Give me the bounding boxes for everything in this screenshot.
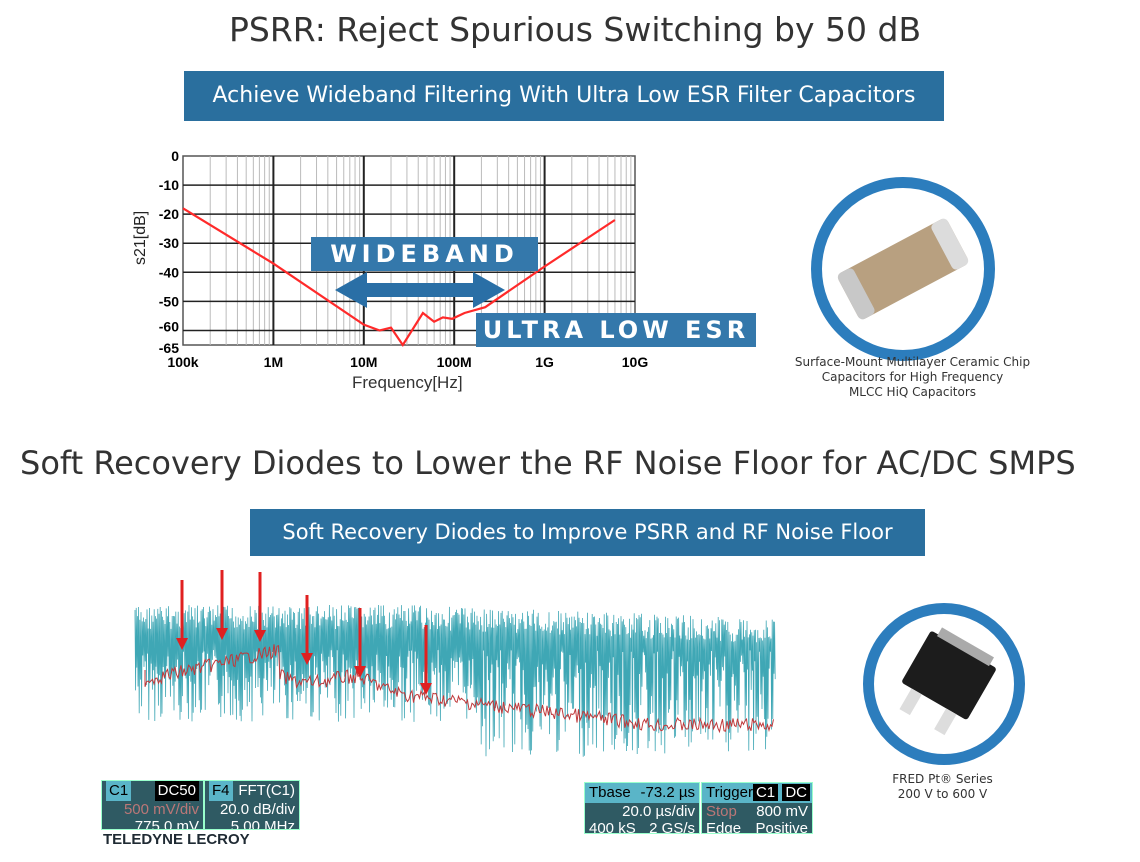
time-per-div: 20.0 µs/div <box>622 803 695 820</box>
red-arrow-head <box>420 683 432 695</box>
ultra-low-esr-label: ULTRA LOW ESR <box>476 313 756 347</box>
diode-image <box>863 603 1025 765</box>
x-axis-label: Frequency[Hz] <box>352 373 463 392</box>
red-arrow-head <box>176 638 188 650</box>
f4-function-box[interactable]: F4 FFT(C1) 20.0 dB/div 5.00 MHz <box>204 780 300 830</box>
capacitor-caption: Surface-Mount Multilayer Ceramic Chip Ca… <box>780 355 1045 400</box>
x-tick-label: 10M <box>350 354 377 370</box>
mlcc-capacitor-icon <box>837 218 969 320</box>
oscilloscope-trace <box>134 570 776 775</box>
f4-label: F4 <box>209 781 233 801</box>
caption-line: MLCC HiQ Capacitors <box>848 385 977 399</box>
y-tick-label: -10 <box>159 177 179 193</box>
trigger-level: 800 mV <box>756 803 808 820</box>
fft-waveform <box>144 644 774 734</box>
y-tick-label: -40 <box>159 264 179 280</box>
double-arrow-icon <box>335 272 505 308</box>
bottom-title: Soft Recovery Diodes to Lower the RF Noi… <box>20 444 1076 482</box>
caption-line: FRED Pt® Series <box>892 772 993 786</box>
trigger-box[interactable]: Trigger C1 DC Stop 800 mV Edge Positive <box>701 782 813 834</box>
timebase-box[interactable]: Tbase -73.2 µs 20.0 µs/div 400 kS 2 GS/s <box>584 782 700 834</box>
c1-label: C1 <box>106 781 132 801</box>
diode-caption: FRED Pt® Series 200 V to 600 V <box>860 772 1025 802</box>
trigger-coupling: DC <box>782 784 810 801</box>
trigger-slope: Positive <box>755 820 808 834</box>
red-arrow-head <box>301 653 313 665</box>
x-tick-label: 1M <box>264 354 283 370</box>
dpak-diode-icon <box>899 627 996 736</box>
f4-function: FFT(C1) <box>238 782 295 799</box>
c1-coupling: DC50 <box>154 781 199 801</box>
y-tick-label: -60 <box>159 318 179 334</box>
y-tick-label: -65 <box>159 340 179 356</box>
tbase-label: Tbase <box>589 784 631 801</box>
caption-line: Surface-Mount Multilayer Ceramic Chip <box>794 355 1031 369</box>
c1-offset: 775.0 mV <box>134 818 199 830</box>
f4-scale: 20.0 dB/div <box>219 801 295 818</box>
caption-line: Capacitors for High Frequency <box>821 370 1004 384</box>
y-tick-label: 0 <box>171 148 179 164</box>
y-tick-label: -20 <box>159 206 179 222</box>
trigger-label: Trigger <box>706 784 753 801</box>
x-tick-label: 100k <box>167 354 198 370</box>
x-tick-label: 10G <box>622 354 649 370</box>
trigger-channel: C1 <box>752 784 779 801</box>
red-arrow-head <box>254 630 266 642</box>
s21-curve <box>182 207 616 348</box>
sample-count: 400 kS <box>589 820 636 834</box>
top-banner: Achieve Wideband Filtering With Ultra Lo… <box>184 71 944 121</box>
teledyne-lecroy-logo: TELEDYNE LECROY <box>103 831 250 848</box>
sample-rate: 2 GS/s <box>649 820 695 834</box>
trigger-mode: Stop <box>706 803 737 820</box>
red-arrow-head <box>216 628 228 640</box>
x-tick-label: 1G <box>535 354 554 370</box>
c1-scale: 500 mV/div <box>123 801 199 818</box>
bottom-banner: Soft Recovery Diodes to Improve PSRR and… <box>250 509 925 556</box>
caption-line: 200 V to 600 V <box>897 787 988 801</box>
y-axis-label: s21[dB] <box>132 210 149 265</box>
y-tick-label: -50 <box>159 293 179 309</box>
c1-channel-box[interactable]: C1 DC50 500 mV/div 775.0 mV <box>101 780 204 830</box>
y-tick-label: -30 <box>159 235 179 251</box>
tbase-value: -73.2 µs <box>640 784 696 801</box>
wideband-label: WIDEBAND <box>311 237 538 271</box>
red-arrow-head <box>354 666 366 678</box>
trigger-type: Edge <box>706 820 742 834</box>
x-tick-label: 100M <box>437 354 472 370</box>
f4-center: 5.00 MHz <box>230 818 295 830</box>
top-title: PSRR: Reject Spurious Switching by 50 dB <box>229 10 922 49</box>
capacitor-image <box>811 177 995 361</box>
